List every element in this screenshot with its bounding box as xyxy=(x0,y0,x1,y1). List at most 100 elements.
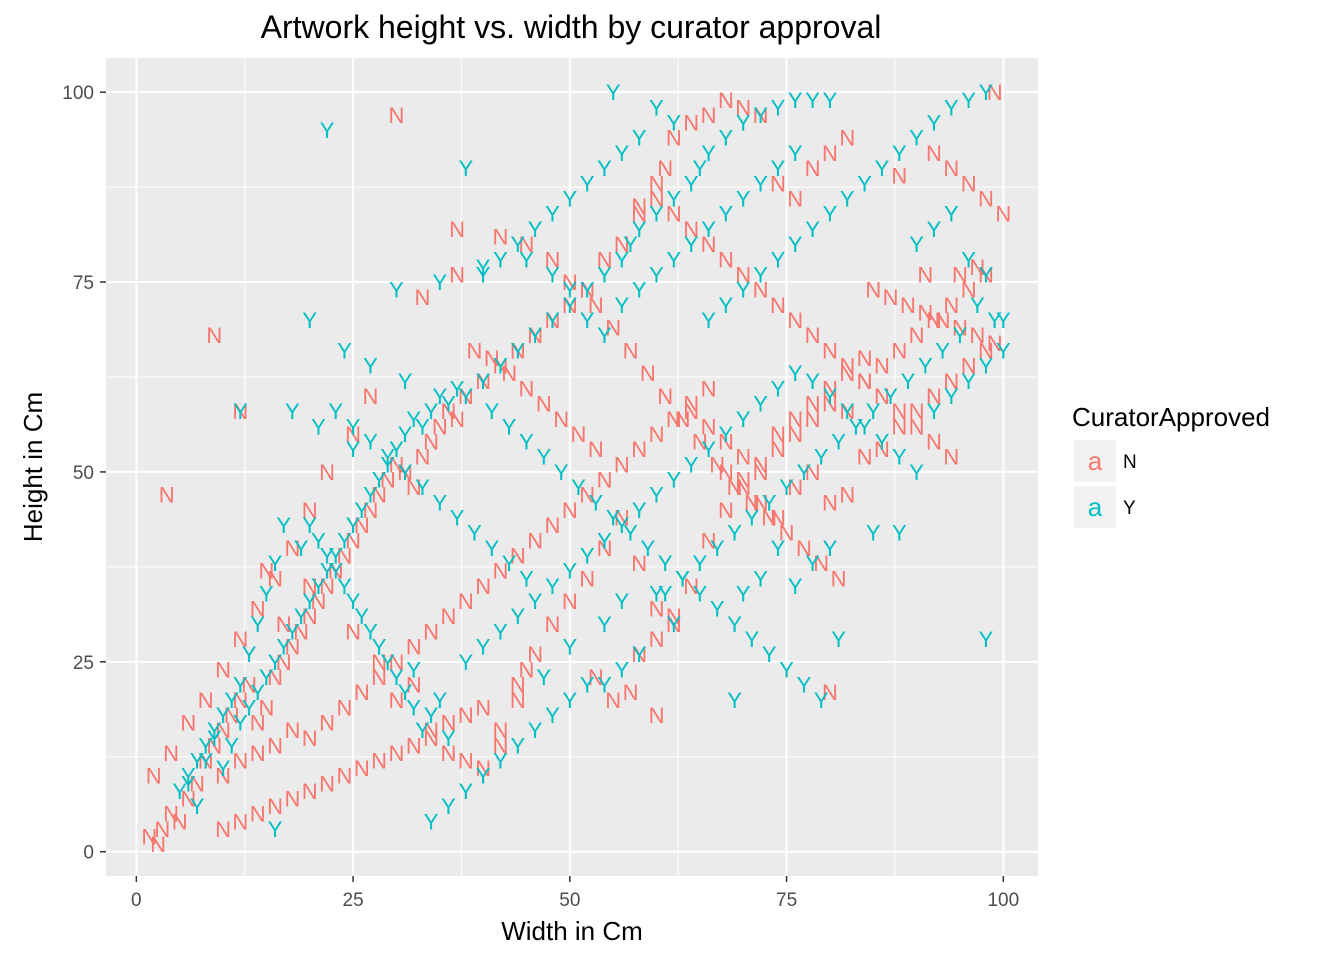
data-point-y: Y xyxy=(918,354,933,379)
data-point-n: N xyxy=(250,802,266,827)
data-point-n: N xyxy=(172,809,188,834)
data-point-n: N xyxy=(180,787,196,812)
data-point-y: Y xyxy=(597,673,612,698)
data-point-y: Y xyxy=(476,635,491,660)
data-point-n: N xyxy=(753,490,769,515)
data-point-n: N xyxy=(449,217,465,242)
data-point-y: Y xyxy=(224,688,239,713)
data-point-n: N xyxy=(493,718,509,743)
data-point-y: Y xyxy=(432,270,447,295)
data-point-y: Y xyxy=(510,733,525,758)
data-point-n: N xyxy=(961,278,977,303)
data-point-y: Y xyxy=(909,232,924,257)
data-point-n: N xyxy=(865,278,881,303)
data-point-n: N xyxy=(718,460,734,485)
data-point-y: Y xyxy=(857,414,872,439)
data-point-y: Y xyxy=(441,794,456,819)
data-point-n: N xyxy=(267,566,283,591)
data-point-n: N xyxy=(258,695,274,720)
data-point-n: N xyxy=(388,103,404,128)
data-point-y: Y xyxy=(233,673,248,698)
data-point-y: Y xyxy=(675,566,690,591)
data-point-y: Y xyxy=(979,262,994,287)
data-point-y: Y xyxy=(632,498,647,523)
data-point-n: N xyxy=(354,680,370,705)
data-point-n: N xyxy=(527,528,543,553)
data-point-y: Y xyxy=(961,369,976,394)
data-point-y: Y xyxy=(545,262,560,287)
data-point-n: N xyxy=(527,323,543,348)
data-point-y: Y xyxy=(788,141,803,166)
data-point-n: N xyxy=(336,764,352,789)
data-point-y: Y xyxy=(224,733,239,758)
data-point-y: Y xyxy=(632,126,647,151)
data-point-y: Y xyxy=(337,574,352,599)
data-point-y: Y xyxy=(207,718,222,743)
data-point-y: Y xyxy=(519,566,534,591)
data-point-n: N xyxy=(987,80,1003,105)
data-point-n: N xyxy=(319,574,335,599)
data-point-n: N xyxy=(141,825,157,850)
data-point-y: Y xyxy=(580,308,595,333)
data-point-y: Y xyxy=(580,171,595,196)
data-point-n: N xyxy=(423,619,439,644)
data-point-n: N xyxy=(857,369,873,394)
data-point-y: Y xyxy=(736,581,751,606)
y-tick-label: 100 xyxy=(62,83,94,104)
data-point-n: N xyxy=(224,703,240,728)
data-point-n: N xyxy=(545,612,561,637)
data-point-y: Y xyxy=(493,619,508,644)
data-point-y: Y xyxy=(623,232,638,257)
data-point-y: Y xyxy=(536,665,551,690)
data-point-y: Y xyxy=(311,528,326,553)
data-point-n: N xyxy=(614,452,630,477)
data-point-y: Y xyxy=(545,202,560,227)
data-point-y: Y xyxy=(198,733,213,758)
data-point-n: N xyxy=(666,604,682,629)
data-point-y: Y xyxy=(406,657,421,682)
y-tick-label: 75 xyxy=(73,273,94,294)
data-point-y: Y xyxy=(892,141,907,166)
data-point-n: N xyxy=(588,437,604,462)
data-point-y: Y xyxy=(328,399,343,424)
data-point-y: Y xyxy=(719,422,734,447)
data-point-y: Y xyxy=(415,718,430,743)
data-point-n: N xyxy=(371,483,387,508)
data-point-y: Y xyxy=(727,688,742,713)
data-point-n: N xyxy=(909,414,925,439)
data-point-y: Y xyxy=(979,80,994,105)
data-point-y: Y xyxy=(727,521,742,546)
data-point-n: N xyxy=(718,247,734,272)
data-point-n: N xyxy=(614,506,630,531)
data-point-y: Y xyxy=(658,581,673,606)
data-point-n: N xyxy=(891,399,907,424)
data-point-n: N xyxy=(917,300,933,325)
data-point-y: Y xyxy=(268,650,283,675)
data-point-y: Y xyxy=(953,323,968,348)
data-point-y: Y xyxy=(632,217,647,242)
data-point-n: N xyxy=(371,650,387,675)
data-point-n: N xyxy=(874,354,890,379)
data-point-n: N xyxy=(753,278,769,303)
data-point-y: Y xyxy=(779,657,794,682)
data-point-n: N xyxy=(215,817,231,842)
data-point-n: N xyxy=(822,141,838,166)
data-point-n: N xyxy=(588,665,604,690)
data-point-y: Y xyxy=(528,718,543,743)
data-point-y: Y xyxy=(597,156,612,181)
data-point-n: N xyxy=(302,726,318,751)
data-point-y: Y xyxy=(441,726,456,751)
data-point-y: Y xyxy=(632,642,647,667)
data-point-n: N xyxy=(969,323,985,348)
data-point-y: Y xyxy=(242,642,257,667)
x-tick-label: 0 xyxy=(131,890,142,911)
data-point-n: N xyxy=(493,733,509,758)
data-point-n: N xyxy=(562,589,578,614)
data-point-y: Y xyxy=(172,779,187,804)
data-point-n: N xyxy=(441,711,457,736)
data-point-n: N xyxy=(519,232,535,257)
data-point-y: Y xyxy=(562,635,577,660)
data-point-y: Y xyxy=(528,589,543,614)
data-point-n: N xyxy=(649,627,665,652)
data-point-y: Y xyxy=(823,536,838,561)
